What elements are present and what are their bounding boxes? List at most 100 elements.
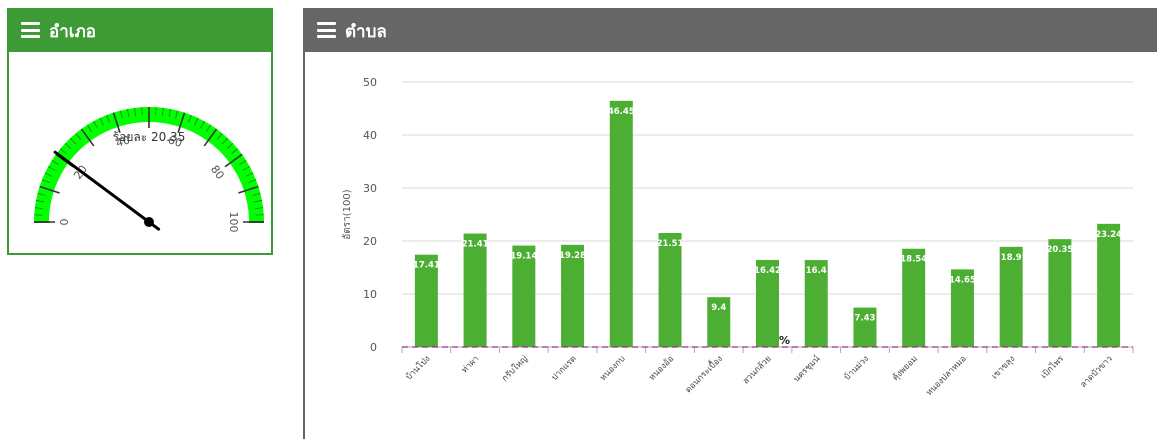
bar[interactable]	[512, 245, 536, 347]
gauge-minor-tick	[155, 107, 157, 116]
x-category-label: เขาขลุง	[990, 354, 1017, 381]
gauge-major-tick	[177, 112, 186, 133]
bar-data-label: 9.4	[711, 303, 726, 313]
gauge-major-tick	[224, 153, 243, 168]
y-tick-label: 30	[363, 182, 377, 195]
gauge-minor-tick	[141, 107, 143, 116]
gauge-minor-tick	[248, 179, 257, 183]
bar[interactable]	[1097, 223, 1121, 347]
bar-data-label: 46.45	[608, 107, 635, 117]
y-tick-label: 0	[370, 341, 377, 354]
bar-data-label: 21.51	[657, 239, 684, 249]
district-panel: อำเภอ 020406080100 ร้อยละ 20.35	[7, 8, 273, 255]
x-category-label: คุ้งพยอม	[890, 353, 920, 383]
gauge-minor-tick	[254, 200, 263, 203]
bar[interactable]	[1048, 239, 1072, 347]
gauge-major-tick	[238, 185, 259, 194]
gauge-needle	[53, 150, 161, 231]
district-panel-title: อำเภอ	[49, 22, 96, 42]
x-category-label: ดอนกระเบื้อง	[682, 353, 725, 396]
gauge-tick-label: 100	[227, 212, 240, 233]
bar-data-label: 21.41	[462, 240, 489, 250]
gauge-tick-label: 80	[208, 163, 227, 182]
gauge-minor-tick	[127, 108, 130, 117]
gauge-minor-tick	[162, 107, 164, 116]
bar-data-label: 14.65	[949, 275, 976, 285]
y-tick-label: 10	[363, 288, 377, 301]
x-category-label: หนองอ้อ	[647, 353, 677, 383]
gauge-minor-tick	[34, 207, 43, 209]
x-category-label: สวนกล้วย	[740, 353, 773, 386]
x-category-label: ปากแรต	[550, 354, 579, 383]
hamburger-menu-icon[interactable]	[21, 22, 40, 38]
bar[interactable]	[950, 269, 974, 347]
gauge-minor-tick	[239, 160, 247, 166]
gauge-minor-tick	[226, 142, 234, 150]
gauge-tick-label: 0	[58, 219, 71, 226]
gauge-needle-hub	[144, 217, 154, 227]
gauge-minor-tick	[69, 137, 77, 145]
x-category-label: บ้านโป่ง	[403, 353, 432, 382]
bar[interactable]	[658, 232, 682, 347]
gauge-minor-tick	[194, 117, 199, 126]
gauge-minor-tick	[252, 193, 261, 196]
gauge-minor-tick	[216, 133, 223, 140]
gauge-value-label: ร้อยละ 20.35	[113, 130, 186, 144]
bar-data-label: 17.41	[413, 261, 440, 271]
gauge-major-tick	[112, 112, 121, 133]
bar[interactable]	[609, 100, 633, 347]
district-panel-header: อำเภอ	[7, 8, 273, 52]
gauge-minor-tick	[75, 133, 82, 140]
gauge-minor-tick	[64, 142, 72, 150]
bar-data-label: 18.54	[900, 255, 927, 265]
bar[interactable]	[463, 233, 487, 347]
gauge-minor-tick	[106, 114, 110, 123]
gauge-major-tick	[203, 128, 218, 147]
gauge-minor-tick	[34, 214, 43, 216]
gauge-minor-tick	[120, 110, 123, 119]
gauge-major-tick	[80, 128, 95, 147]
gauge-minor-tick	[93, 121, 98, 129]
bar[interactable]	[902, 248, 926, 347]
x-category-label: ลาดบัวขาว	[1079, 354, 1115, 390]
target-line-label: %	[779, 334, 790, 347]
gauge-minor-tick	[245, 172, 254, 177]
bar-data-label: 7.43	[854, 314, 875, 324]
hamburger-menu-icon[interactable]	[317, 22, 336, 38]
gauge-minor-tick	[242, 166, 250, 171]
x-category-label: ท่าผา	[460, 354, 481, 375]
gauge-minor-tick	[255, 214, 264, 216]
gauge-ticks: 020406080100	[34, 107, 264, 233]
y-tick-label: 50	[363, 76, 377, 89]
bar[interactable]	[853, 307, 877, 347]
subdistrict-panel-header: ตำบล	[303, 8, 1157, 52]
subdistrict-panel-title: ตำบล	[345, 22, 387, 42]
gauge-minor-tick	[255, 207, 264, 209]
y-tick-label: 20	[363, 235, 377, 248]
y-axis-label: อัตรา(100)	[342, 189, 353, 239]
y-tick-label: 40	[363, 129, 377, 142]
bar[interactable]	[999, 246, 1023, 347]
x-category-label: เบิกไพร	[1039, 353, 1067, 381]
bar[interactable]	[414, 254, 438, 347]
bar[interactable]	[756, 259, 779, 347]
x-category-label: บ้านม่วง	[842, 353, 871, 382]
subdistrict-bar-chart: 0 10 20 30 40 50 อัตรา(100) 17.41 บ้านโป่ง 21.41 ท…	[342, 76, 1134, 398]
x-category-label: นครชุมน์	[791, 353, 822, 384]
bar-data-label: 20.35	[1046, 245, 1073, 255]
gauge-needle-line	[53, 150, 161, 231]
district-gauge: 020406080100 ร้อยละ 20.35	[34, 107, 264, 233]
gauge-minor-tick	[60, 148, 67, 155]
x-category-label: กรับใหญ่	[499, 353, 529, 383]
gauge-minor-tick	[200, 121, 205, 129]
gauge-minor-tick	[48, 166, 56, 171]
gauge-tick-label: 40	[114, 133, 131, 150]
bar[interactable]	[804, 260, 828, 347]
gauge-major-tick	[39, 185, 60, 194]
x-category-label: หนองกบ	[598, 354, 627, 383]
bar[interactable]	[561, 244, 585, 347]
bar[interactable]	[707, 297, 731, 347]
bar-data-label: 19.28	[559, 251, 586, 261]
gauge-color-band	[34, 107, 264, 222]
gauge-minor-tick	[168, 108, 171, 117]
